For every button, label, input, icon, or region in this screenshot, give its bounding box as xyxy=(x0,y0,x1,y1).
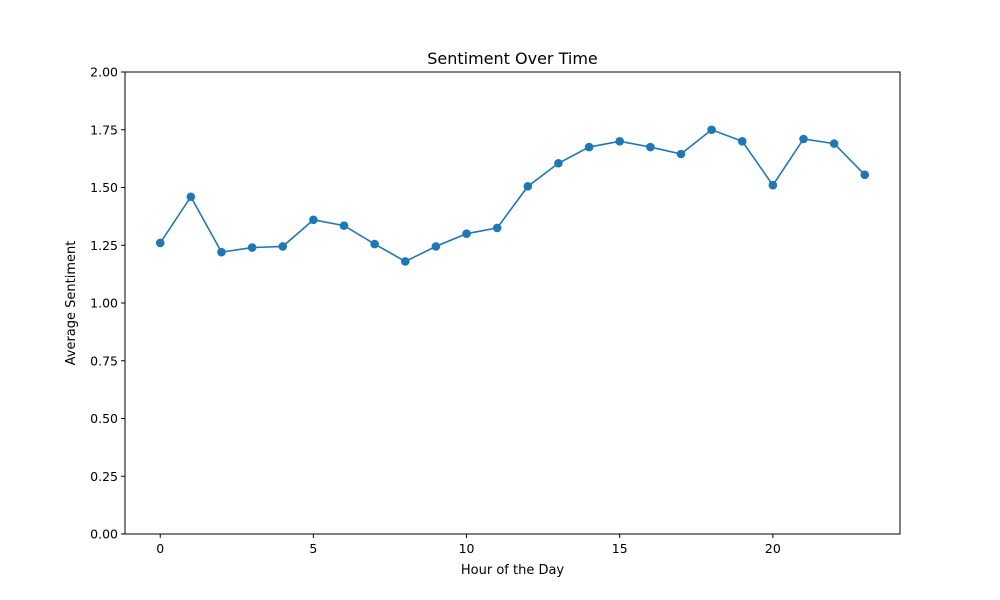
data-point xyxy=(768,180,778,190)
series-line xyxy=(159,128,866,263)
data-point xyxy=(431,242,441,251)
chart-title: Sentiment Over Time xyxy=(427,49,598,68)
data-point xyxy=(523,182,533,191)
y-tick-label: 0.00 xyxy=(90,527,118,542)
x-tick-label: 10 xyxy=(459,541,475,556)
y-axis-ticks: 0.00 0.25 0.50 0.75 1.00 1.25 1.50 1.75 2.00 xyxy=(90,65,125,542)
x-tick-label: 20 xyxy=(765,541,781,556)
data-point xyxy=(492,223,502,233)
x-axis-label: Hour of the Day xyxy=(461,563,565,578)
y-tick-label: 1.25 xyxy=(90,238,118,253)
data-point xyxy=(799,134,808,144)
data-point xyxy=(737,137,747,146)
data-point xyxy=(370,239,379,249)
data-point xyxy=(554,158,563,168)
y-tick-label: 1.75 xyxy=(90,122,118,137)
series-points xyxy=(155,125,870,266)
data-point xyxy=(615,137,625,146)
y-tick-label: 2.00 xyxy=(90,65,118,80)
x-tick-label: 15 xyxy=(612,541,628,556)
data-point xyxy=(462,229,471,238)
data-point xyxy=(155,238,165,248)
data-point xyxy=(186,192,196,202)
data-point xyxy=(646,142,655,152)
data-point xyxy=(309,215,318,225)
data-point xyxy=(339,221,349,230)
y-tick-label: 0.25 xyxy=(90,469,118,484)
data-point xyxy=(400,257,410,266)
data-point xyxy=(707,125,716,135)
x-tick-label: 5 xyxy=(309,541,317,556)
data-point xyxy=(584,142,594,152)
y-axis-label: Average Sentiment xyxy=(64,241,79,366)
data-point xyxy=(278,242,288,251)
data-point xyxy=(829,139,839,148)
x-axis-ticks: 0 5 10 15 20 xyxy=(156,534,781,556)
y-tick-label: 0.50 xyxy=(90,411,118,426)
data-point xyxy=(676,149,686,159)
data-point xyxy=(217,247,226,257)
y-tick-label: 1.50 xyxy=(90,180,118,195)
y-tick-label: 0.75 xyxy=(90,353,118,368)
data-point xyxy=(860,170,870,180)
y-tick-label: 1.00 xyxy=(90,296,118,311)
data-point xyxy=(247,243,257,252)
plot-frame xyxy=(124,71,901,535)
x-tick-label: 0 xyxy=(156,541,164,556)
